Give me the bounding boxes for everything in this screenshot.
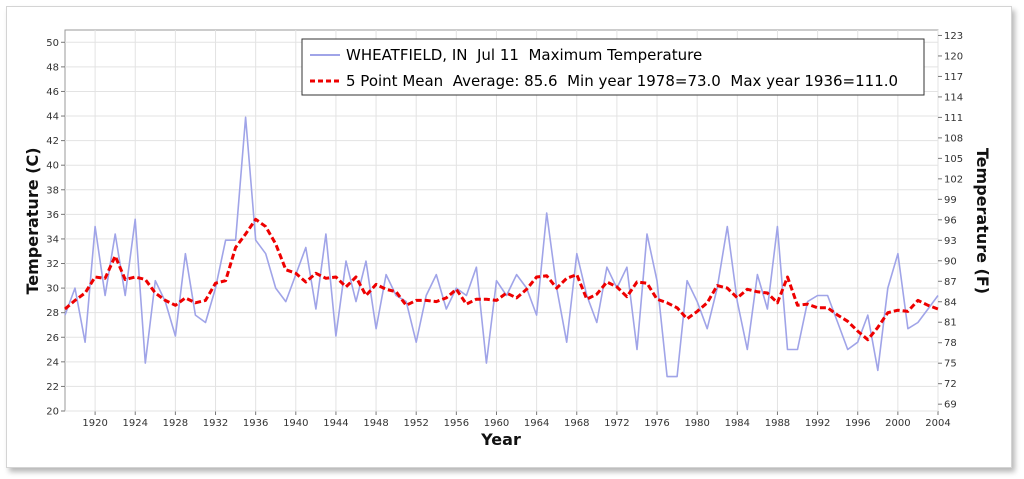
y-tick-label-right: 81 xyxy=(944,318,957,329)
y-tick-label-right: 90 xyxy=(944,256,957,267)
x-tick-label: 1968 xyxy=(564,418,589,429)
x-tick-label: 2000 xyxy=(885,418,910,429)
y-tick-label-right: 96 xyxy=(944,215,957,226)
x-tick-label: 1928 xyxy=(163,418,188,429)
x-tick-label: 1948 xyxy=(363,418,388,429)
y-tick-label-right: 105 xyxy=(944,154,963,165)
series-line-5pt-mean xyxy=(64,217,939,342)
x-tick-label: 1940 xyxy=(283,418,308,429)
x-tick-label: 1980 xyxy=(684,418,709,429)
x-tick-label: 1960 xyxy=(484,418,509,429)
y-tick-label-left: 30 xyxy=(46,284,59,295)
y-tick-label-left: 46 xyxy=(46,87,59,98)
x-tick-label: 1964 xyxy=(524,418,549,429)
x-tick-label: 1984 xyxy=(725,418,750,429)
y-tick-label-left: 34 xyxy=(46,234,59,245)
series-lines xyxy=(64,116,939,378)
x-tick-label: 2004 xyxy=(925,418,950,429)
y-tick-label-left: 38 xyxy=(46,185,59,196)
y-tick-label-right: 78 xyxy=(944,338,957,349)
x-tick-label: 1924 xyxy=(123,418,148,429)
y-tick-label-left: 42 xyxy=(46,136,59,147)
y-tick-label-left: 26 xyxy=(46,333,59,344)
y-tick-label-left: 44 xyxy=(46,112,59,123)
series-line-max-temp xyxy=(64,116,939,378)
y-tick-label-left: 20 xyxy=(46,407,59,418)
y-tick-label-right: 72 xyxy=(944,379,957,390)
x-tick-label: 1952 xyxy=(403,418,428,429)
y-tick-labels-right: 69 72 75 78 81 84 87 90 93 96 99 102 105 108 111 114 117… xyxy=(944,31,963,411)
y-tick-label-right: 108 xyxy=(944,133,963,144)
x-tick-label: 1988 xyxy=(765,418,790,429)
y-tick-label-left: 48 xyxy=(46,62,59,73)
x-tick-label: 1956 xyxy=(444,418,469,429)
x-tick-label: 1944 xyxy=(323,418,348,429)
legend: WHEATFIELD, IN Jul 11 Maximum Temperatur… xyxy=(301,38,925,96)
y-tick-label-right: 120 xyxy=(944,51,963,62)
y-axis-title-left: Temperature (C) xyxy=(23,147,42,294)
legend-box xyxy=(301,38,925,96)
x-tick-label: 1920 xyxy=(82,418,107,429)
x-axis-title: Year xyxy=(480,430,521,449)
x-tick-labels: 1920 1924 1928 1932 1936 1940 1944 1948 1952 1956… xyxy=(82,418,950,429)
y-tick-label-right: 123 xyxy=(944,31,963,42)
legend-label-5pt-mean: 5 Point Mean Average: 85.6 Min year 1978… xyxy=(346,72,898,90)
legend-label-max-temp: WHEATFIELD, IN Jul 11 Maximum Temperatur… xyxy=(346,46,702,64)
x-tick-label: 1972 xyxy=(604,418,629,429)
y-tick-label-right: 69 xyxy=(944,400,957,411)
y-tick-label-right: 102 xyxy=(944,174,963,185)
y-tick-label-left: 36 xyxy=(46,210,59,221)
y-tick-label-right: 99 xyxy=(944,195,957,206)
y-tick-label-right: 111 xyxy=(944,113,963,124)
y-tick-label-left: 28 xyxy=(46,308,59,319)
y-tick-label-right: 87 xyxy=(944,277,957,288)
x-tick-label: 1996 xyxy=(845,418,870,429)
y-tick-label-left: 50 xyxy=(46,38,59,49)
y-tick-label-right: 75 xyxy=(944,359,957,370)
y-tick-label-left: 40 xyxy=(46,161,59,172)
y-tick-labels-left: 20 22 24 26 28 30 32 34 36 38 40 42 44 46 48 50 xyxy=(46,38,59,418)
y-tick-label-left: 24 xyxy=(46,357,59,368)
x-tick-label: 1936 xyxy=(243,418,268,429)
x-tick-label: 1992 xyxy=(805,418,830,429)
y-tick-label-right: 93 xyxy=(944,236,957,247)
y-axis-title-right: Temperature (F) xyxy=(973,148,992,294)
y-tick-label-right: 84 xyxy=(944,297,957,308)
x-tick-label: 1976 xyxy=(644,418,669,429)
y-tick-label-left: 32 xyxy=(46,259,59,270)
y-tick-label-left: 22 xyxy=(46,382,59,393)
y-tick-label-right: 117 xyxy=(944,72,963,83)
y-tick-label-right: 114 xyxy=(944,92,963,103)
x-tick-label: 1932 xyxy=(203,418,228,429)
